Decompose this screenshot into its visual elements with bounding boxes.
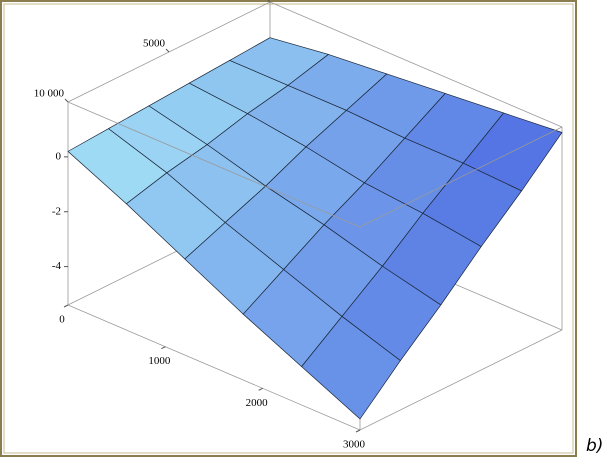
- x-tick: [63, 304, 69, 308]
- box-edge: [359, 126, 563, 228]
- box-edge: [269, 1, 563, 128]
- y-tick: [165, 48, 170, 53]
- x-tick: [258, 387, 263, 391]
- box-edge: [359, 329, 563, 431]
- z-tick-label: -4: [52, 260, 62, 272]
- x-tick-label: 3000: [343, 439, 366, 451]
- x-tick: [355, 429, 361, 433]
- y-tick-label: 5000: [143, 38, 166, 50]
- box-edge: [67, 304, 361, 431]
- x-tick: [161, 346, 166, 350]
- frame-inner: [3, 3, 574, 454]
- y-tick: [64, 98, 69, 103]
- annotation: b): [586, 436, 603, 456]
- surface-patch: [301, 315, 401, 420]
- box-edge: [67, 101, 361, 228]
- z-tick-label: 0: [56, 150, 62, 162]
- x-tick-label: 0: [59, 314, 65, 326]
- x-tick-label: 1000: [148, 355, 171, 367]
- y-tick-label: 10 000: [34, 88, 65, 100]
- y-tick: [267, 0, 271, 3]
- z-tick-label: -2: [52, 205, 61, 217]
- x-tick-label: 2000: [246, 397, 269, 409]
